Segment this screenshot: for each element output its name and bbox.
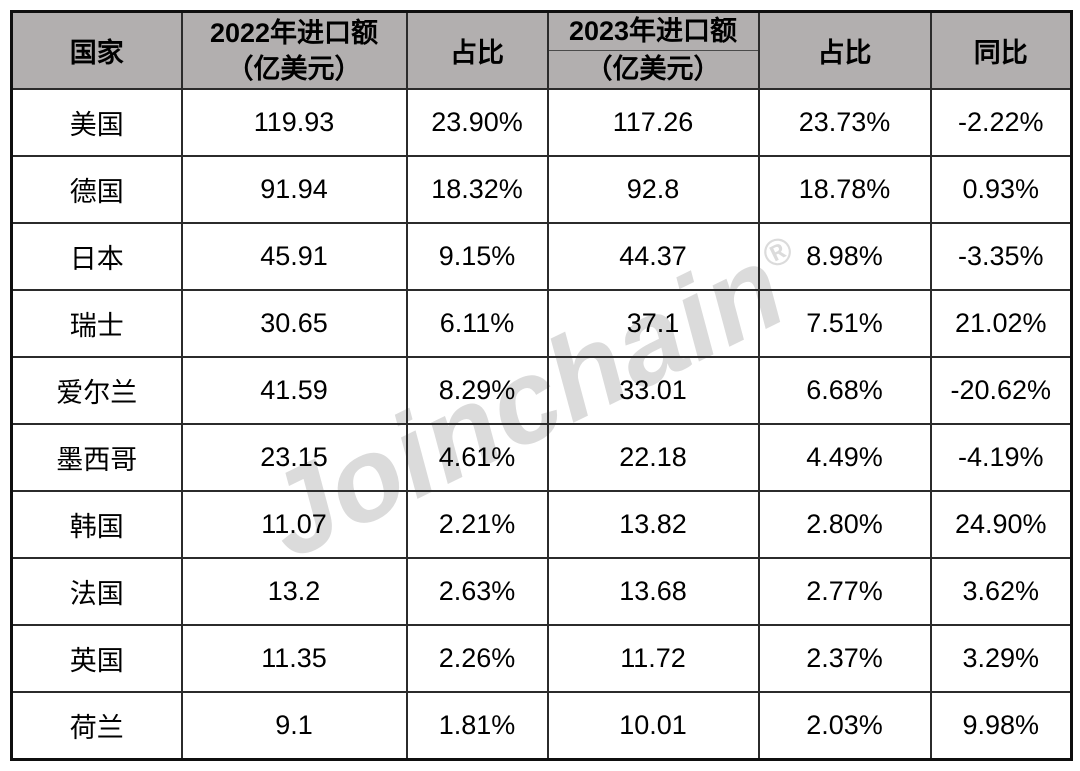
yoy-cell: 24.90%	[929, 490, 1073, 559]
imp2023-cell: 10.01	[546, 691, 760, 761]
imp2023-cell: 117.26	[546, 88, 760, 157]
share2022-cell: 2.26%	[405, 624, 549, 693]
imp2023-cell: 33.01	[546, 356, 760, 425]
yoy-cell: 3.29%	[929, 624, 1073, 693]
imp2022-cell: 41.59	[180, 356, 408, 425]
table-header: 国家 2022年进口额 （亿美元） 占比 2023年进口额 （亿美元） 占比 同…	[10, 10, 1073, 90]
table-row: 墨西哥 23.15 4.61% 22.18 4.49% -4.19%	[10, 423, 1073, 492]
header-row: 国家 2022年进口额 （亿美元） 占比 2023年进口额 （亿美元） 占比 同…	[10, 10, 1073, 90]
share2022-cell: 6.11%	[405, 289, 549, 358]
imp2023-cell: 44.37	[546, 222, 760, 291]
table-row: 瑞士 30.65 6.11% 37.1 7.51% 21.02%	[10, 289, 1073, 358]
share2022-cell: 1.81%	[405, 691, 549, 761]
imp2022-cell: 11.35	[180, 624, 408, 693]
yoy-cell: 0.93%	[929, 155, 1073, 224]
imp2022-cell: 45.91	[180, 222, 408, 291]
header-imp2023: 2023年进口额 （亿美元）	[546, 10, 760, 90]
table-body: 美国 119.93 23.90% 117.26 23.73% -2.22% 德国…	[10, 88, 1073, 761]
country-cell: 日本	[10, 222, 183, 291]
share2022-cell: 2.21%	[405, 490, 549, 559]
country-cell: 法国	[10, 557, 183, 626]
yoy-cell: -4.19%	[929, 423, 1073, 492]
country-cell: 韩国	[10, 490, 183, 559]
imp2023-cell: 37.1	[546, 289, 760, 358]
imp2022-cell: 119.93	[180, 88, 408, 157]
table-row: 英国 11.35 2.26% 11.72 2.37% 3.29%	[10, 624, 1073, 693]
imp2022-cell: 9.1	[180, 691, 408, 761]
table-row: 爱尔兰 41.59 8.29% 33.01 6.68% -20.62%	[10, 356, 1073, 425]
country-cell: 爱尔兰	[10, 356, 183, 425]
header-imp2022-line1: 2022年进口额	[209, 17, 379, 48]
header-share2023: 占比	[757, 10, 932, 90]
share2022-cell: 4.61%	[405, 423, 549, 492]
imp2022-cell: 91.94	[180, 155, 408, 224]
share2023-cell: 2.77%	[757, 557, 932, 626]
yoy-cell: -3.35%	[929, 222, 1073, 291]
imp2022-cell: 13.2	[180, 557, 408, 626]
yoy-cell: 21.02%	[929, 289, 1073, 358]
import-table: 国家 2022年进口额 （亿美元） 占比 2023年进口额 （亿美元） 占比 同…	[10, 10, 1073, 761]
imp2022-cell: 30.65	[180, 289, 408, 358]
table-row: 法国 13.2 2.63% 13.68 2.77% 3.62%	[10, 557, 1073, 626]
share2022-cell: 2.63%	[405, 557, 549, 626]
header-yoy: 同比	[929, 10, 1073, 90]
header-share2022: 占比	[405, 10, 549, 90]
imp2022-cell: 11.07	[180, 490, 408, 559]
yoy-cell: -2.22%	[929, 88, 1073, 157]
country-cell: 美国	[10, 88, 183, 157]
imp2023-cell: 22.18	[546, 423, 760, 492]
header-imp2022: 2022年进口额 （亿美元）	[180, 10, 408, 90]
share2023-cell: 23.73%	[757, 88, 932, 157]
share2022-cell: 9.15%	[405, 222, 549, 291]
share2022-cell: 23.90%	[405, 88, 549, 157]
header-country: 国家	[10, 10, 183, 90]
table-row: 日本 45.91 9.15% 44.37 8.98% -3.35%	[10, 222, 1073, 291]
country-cell: 墨西哥	[10, 423, 183, 492]
country-cell: 英国	[10, 624, 183, 693]
header-imp2023-line2: （亿美元）	[585, 54, 721, 84]
table-row: 荷兰 9.1 1.81% 10.01 2.03% 9.98%	[10, 691, 1073, 761]
share2023-cell: 18.78%	[757, 155, 932, 224]
country-cell: 瑞士	[10, 289, 183, 358]
share2023-cell: 2.80%	[757, 490, 932, 559]
country-cell: 荷兰	[10, 691, 183, 761]
yoy-cell: 9.98%	[929, 691, 1073, 761]
yoy-cell: 3.62%	[929, 557, 1073, 626]
country-cell: 德国	[10, 155, 183, 224]
share2022-cell: 18.32%	[405, 155, 549, 224]
share2023-cell: 7.51%	[757, 289, 932, 358]
table-row: 韩国 11.07 2.21% 13.82 2.80% 24.90%	[10, 490, 1073, 559]
yoy-cell: -20.62%	[929, 356, 1073, 425]
share2023-cell: 4.49%	[757, 423, 932, 492]
share2022-cell: 8.29%	[405, 356, 549, 425]
imp2023-cell: 92.8	[546, 155, 760, 224]
share2023-cell: 2.03%	[757, 691, 932, 761]
imp2023-cell: 13.82	[546, 490, 760, 559]
share2023-cell: 6.68%	[757, 356, 932, 425]
imp2023-cell: 13.68	[546, 557, 760, 626]
table-row: 美国 119.93 23.90% 117.26 23.73% -2.22%	[10, 88, 1073, 157]
share2023-cell: 2.37%	[757, 624, 932, 693]
header-imp2023-line1: 2023年进口额	[549, 13, 757, 51]
header-imp2022-line2: （亿美元）	[226, 53, 362, 84]
share2023-cell: 8.98%	[757, 222, 932, 291]
imp2023-cell: 11.72	[546, 624, 760, 693]
table-row: 德国 91.94 18.32% 92.8 18.78% 0.93%	[10, 155, 1073, 224]
imp2022-cell: 23.15	[180, 423, 408, 492]
